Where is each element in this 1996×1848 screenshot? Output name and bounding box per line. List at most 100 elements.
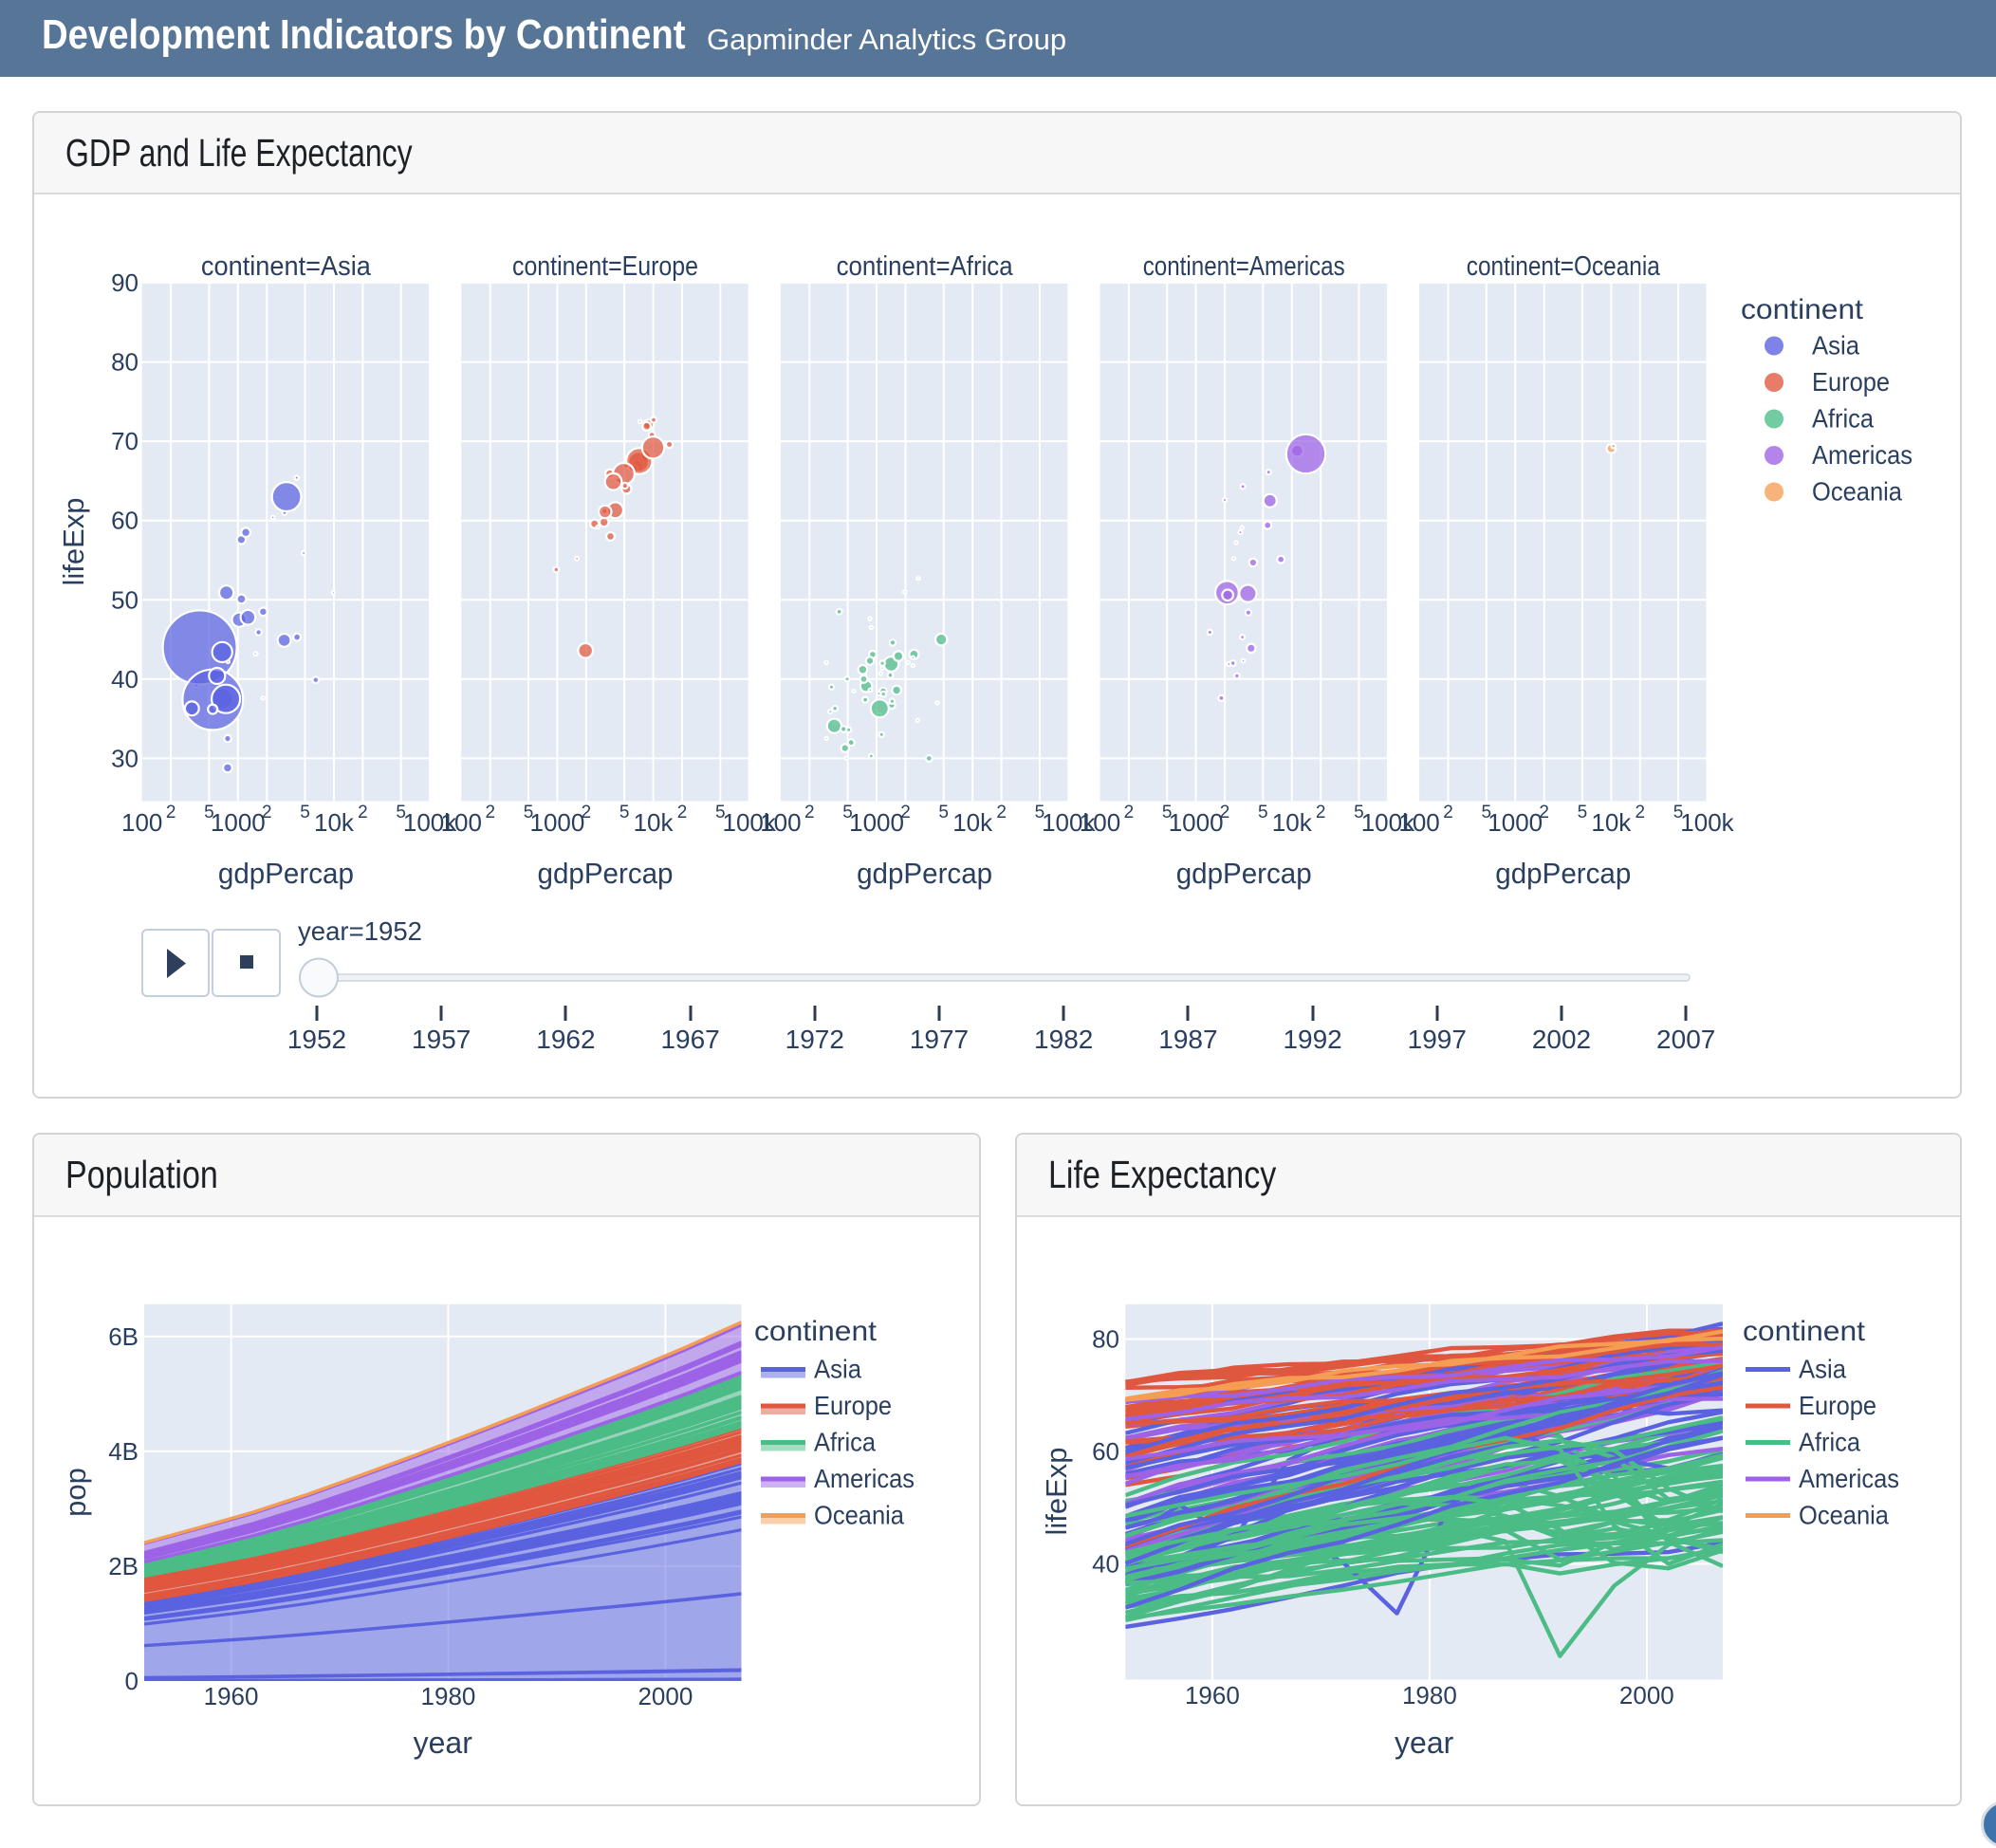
svg-text:40: 40 [111, 665, 139, 693]
svg-text:continent=Asia: continent=Asia [201, 251, 372, 282]
svg-text:50: 50 [111, 585, 139, 614]
svg-text:10k: 10k [634, 808, 675, 837]
svg-text:5: 5 [619, 803, 630, 822]
svg-text:continent: continent [1741, 294, 1864, 325]
svg-text:60: 60 [111, 507, 139, 535]
svg-text:5: 5 [524, 803, 534, 822]
svg-text:continent: continent [1743, 1316, 1866, 1347]
svg-text:1957: 1957 [412, 1025, 471, 1054]
svg-text:1000: 1000 [1488, 808, 1543, 837]
svg-text:Oceania: Oceania [814, 1501, 904, 1530]
svg-text:year: year [1395, 1726, 1454, 1760]
svg-text:1980: 1980 [421, 1682, 476, 1710]
svg-text:40: 40 [1092, 1550, 1119, 1579]
svg-text:10k: 10k [952, 808, 993, 837]
svg-text:2002: 2002 [1532, 1025, 1591, 1054]
svg-text:100k: 100k [1042, 808, 1096, 837]
svg-text:gdpPercap: gdpPercap [538, 857, 674, 890]
svg-text:1987: 1987 [1158, 1025, 1217, 1054]
svg-text:Africa: Africa [1812, 404, 1874, 434]
svg-text:5: 5 [204, 803, 214, 822]
svg-text:100: 100 [441, 808, 482, 837]
svg-text:5: 5 [1162, 803, 1173, 822]
svg-text:1000: 1000 [849, 808, 904, 837]
svg-text:Oceania: Oceania [1799, 1501, 1889, 1530]
svg-text:2: 2 [358, 803, 368, 822]
svg-text:100k: 100k [723, 808, 777, 837]
svg-text:gdpPercap: gdpPercap [1176, 857, 1312, 890]
svg-text:1960: 1960 [1185, 1681, 1240, 1709]
svg-text:Asia: Asia [814, 1355, 861, 1384]
svg-text:Oceania: Oceania [1812, 477, 1902, 507]
svg-text:continent=Americas: continent=Americas [1143, 251, 1345, 282]
svg-text:100: 100 [1080, 808, 1120, 837]
svg-text:2000: 2000 [1619, 1681, 1674, 1709]
svg-text:10k: 10k [1272, 808, 1313, 837]
svg-text:2: 2 [485, 803, 495, 822]
svg-text:2: 2 [996, 803, 1007, 822]
svg-text:2: 2 [677, 803, 688, 822]
svg-text:80: 80 [1092, 1325, 1119, 1354]
svg-text:4B: 4B [108, 1437, 139, 1466]
svg-text:1000: 1000 [530, 808, 585, 837]
svg-text:continent=Africa: continent=Africa [837, 251, 1014, 282]
svg-text:1962: 1962 [536, 1025, 595, 1054]
svg-text:Africa: Africa [814, 1428, 876, 1457]
svg-text:Europe: Europe [1799, 1391, 1876, 1420]
svg-text:2: 2 [582, 803, 592, 822]
svg-text:2000: 2000 [638, 1682, 693, 1710]
svg-text:Americas: Americas [814, 1464, 915, 1493]
svg-text:5: 5 [1258, 803, 1268, 822]
svg-text:5: 5 [715, 803, 726, 822]
svg-text:100k: 100k [1361, 808, 1415, 837]
svg-text:90: 90 [111, 268, 139, 297]
svg-text:5: 5 [396, 803, 406, 822]
svg-text:2: 2 [166, 803, 176, 822]
svg-text:Asia: Asia [1812, 331, 1859, 360]
svg-text:2: 2 [1539, 803, 1549, 822]
svg-text:Americas: Americas [1812, 440, 1913, 470]
svg-text:continent=Oceania: continent=Oceania [1467, 251, 1661, 282]
svg-text:2: 2 [1316, 803, 1326, 822]
svg-text:5: 5 [1482, 803, 1492, 822]
svg-text:5: 5 [300, 803, 310, 822]
svg-text:continent=Europe: continent=Europe [512, 251, 698, 282]
svg-text:6B: 6B [108, 1322, 139, 1351]
svg-text:2: 2 [262, 803, 272, 822]
svg-text:Asia: Asia [1799, 1355, 1846, 1384]
svg-text:0: 0 [125, 1667, 139, 1695]
svg-text:1980: 1980 [1402, 1681, 1457, 1709]
svg-text:Africa: Africa [1799, 1428, 1860, 1457]
svg-text:30: 30 [111, 744, 139, 772]
svg-text:year: year [414, 1726, 473, 1760]
svg-text:100: 100 [760, 808, 801, 837]
svg-text:1960: 1960 [204, 1682, 259, 1710]
svg-text:2: 2 [1220, 803, 1230, 822]
svg-text:Americas: Americas [1799, 1464, 1899, 1493]
svg-text:2: 2 [804, 803, 815, 822]
svg-text:80: 80 [111, 348, 139, 377]
svg-text:year=1952: year=1952 [298, 916, 422, 946]
svg-text:gdpPercap: gdpPercap [218, 857, 354, 890]
svg-text:2B: 2B [108, 1552, 139, 1580]
svg-text:2007: 2007 [1656, 1025, 1715, 1054]
svg-text:1967: 1967 [660, 1025, 719, 1054]
svg-text:Europe: Europe [1812, 367, 1890, 397]
svg-text:1982: 1982 [1034, 1025, 1093, 1054]
svg-text:100: 100 [1398, 808, 1439, 837]
svg-text:gdpPercap: gdpPercap [1495, 857, 1631, 890]
svg-text:5: 5 [1578, 803, 1588, 822]
svg-text:2: 2 [900, 803, 911, 822]
svg-text:5: 5 [1354, 803, 1364, 822]
svg-text:60: 60 [1092, 1437, 1119, 1466]
svg-text:1992: 1992 [1283, 1025, 1341, 1054]
svg-text:100k: 100k [1680, 808, 1734, 837]
svg-text:continent: continent [754, 1316, 878, 1347]
svg-text:10k: 10k [314, 808, 355, 837]
svg-text:5: 5 [1035, 803, 1045, 822]
svg-text:1997: 1997 [1408, 1025, 1467, 1054]
svg-text:1972: 1972 [785, 1025, 844, 1054]
svg-text:lifeExp: lifeExp [1040, 1447, 1073, 1535]
svg-text:Europe: Europe [814, 1391, 892, 1420]
svg-text:1000: 1000 [211, 808, 266, 837]
